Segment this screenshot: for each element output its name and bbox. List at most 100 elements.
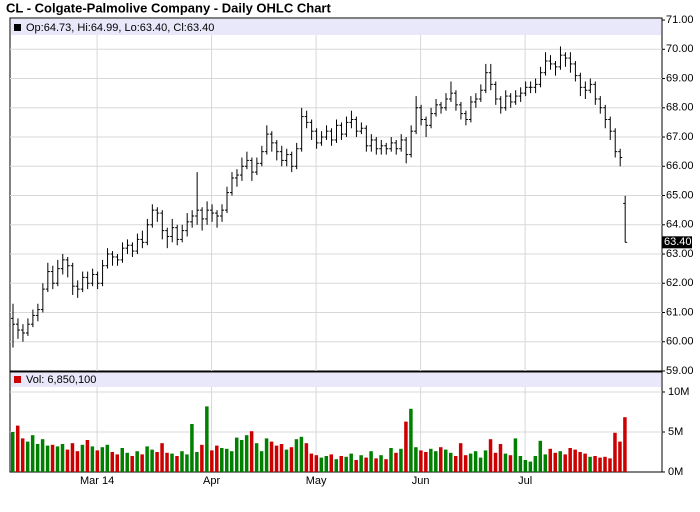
volume-bar [289, 447, 294, 472]
y-tick-label: 69.00 [666, 72, 694, 84]
volume-bar [220, 448, 224, 472]
volume-bar [468, 453, 473, 472]
volume-bar [100, 447, 105, 472]
volume-bar [419, 450, 423, 472]
price-legend: Op:64.73, Hi:64.99, Lo:63.40, Cl:63.40 [26, 22, 214, 34]
volume-bar [429, 448, 433, 472]
volume-bar [394, 452, 398, 472]
volume-bar [453, 456, 458, 472]
volume-bar [45, 445, 50, 472]
volume-bar [299, 436, 304, 472]
last-price-box [662, 236, 692, 249]
volume-bar [234, 437, 239, 472]
volume-bar [165, 452, 169, 472]
volume-tick-label: 0M [668, 466, 683, 478]
volume-tick-label: 10M [668, 386, 689, 398]
volume-bar [130, 456, 134, 472]
volume-bar [329, 454, 334, 472]
volume-bar [563, 454, 567, 472]
volume-bar [274, 445, 279, 472]
volume-bar [35, 444, 40, 472]
volume-bar [120, 448, 124, 472]
volume-bar [349, 453, 353, 472]
volume-bar [75, 451, 80, 472]
volume-bar [568, 448, 572, 472]
volume-bar [50, 444, 55, 472]
volume-bar [359, 455, 363, 472]
volume-bar [623, 417, 627, 472]
volume-bar [578, 452, 582, 472]
volume-bar [618, 441, 622, 472]
volume-bar [558, 451, 562, 472]
volume-bar [244, 435, 249, 472]
volume-bar [279, 444, 284, 472]
volume-bar [389, 448, 393, 472]
y-tick-label: 60.00 [666, 336, 694, 348]
volume-bar [85, 440, 90, 472]
volume-bar [518, 456, 523, 472]
volume-legend-band [11, 373, 661, 387]
volume-bar [374, 458, 378, 472]
volume-bar [523, 460, 528, 472]
volume-bar [603, 456, 607, 472]
volume-bar [314, 455, 319, 472]
volume-bar [175, 456, 179, 472]
marks [10, 46, 628, 472]
volume-bar [439, 447, 443, 472]
y-tick-label: 65.00 [666, 189, 694, 201]
volume-bar [229, 451, 234, 472]
volume-bar [135, 451, 139, 472]
volume-bar [210, 450, 214, 472]
volume-bar [483, 450, 488, 472]
volume-legend-icon [14, 376, 21, 383]
volume-bar [105, 444, 110, 472]
y-tick-label: 63.00 [666, 248, 694, 260]
y-tick-label: 71.00 [666, 14, 694, 26]
volume-bar [533, 456, 538, 472]
volume-bar [30, 435, 35, 472]
y-tick-label: 59.00 [666, 365, 694, 377]
volume-bar [334, 459, 338, 472]
volume-bar [20, 438, 25, 472]
volume-bar [354, 460, 358, 472]
volume-bar [513, 438, 518, 472]
x-tick-label: May [306, 475, 327, 487]
volume-bar [488, 439, 493, 472]
y-tick-label: 64.00 [666, 219, 694, 231]
volume-bar [344, 456, 348, 472]
volume-bar [25, 441, 30, 472]
volume-bar [424, 452, 428, 472]
volume-bar [294, 439, 299, 472]
volume-bar [249, 431, 254, 472]
volume-bar [324, 456, 329, 472]
volume-bar [200, 444, 204, 472]
y-tick-label: 68.00 [666, 102, 694, 114]
last-price-label: 63.40 [664, 236, 692, 248]
volume-bar [145, 446, 149, 472]
volume-bar [150, 449, 154, 472]
y-tick-label: 62.00 [666, 277, 694, 289]
x-tick-label: Jul [518, 475, 532, 487]
volume-bar [160, 443, 164, 472]
volume-bar [215, 445, 219, 472]
volume-bar [588, 456, 592, 472]
volume-bar [95, 450, 100, 472]
volume-bar [185, 454, 189, 472]
volume-bar [598, 457, 602, 472]
volume-bar [309, 453, 314, 472]
volume-bar [573, 449, 577, 472]
volume-bar [593, 456, 597, 472]
volume-bar [503, 453, 508, 472]
volume-bar [40, 439, 45, 472]
volume-legend: Vol: 6,850,100 [26, 374, 96, 386]
volume-bar [10, 432, 15, 472]
volume-bar [583, 453, 587, 472]
price-legend-icon [14, 24, 21, 31]
volume-bar [180, 451, 184, 472]
volume-bar [399, 448, 403, 472]
volume-bar [205, 406, 209, 472]
volume-bar [304, 443, 309, 472]
volume-bar [80, 444, 85, 472]
volume-bar [15, 425, 20, 472]
